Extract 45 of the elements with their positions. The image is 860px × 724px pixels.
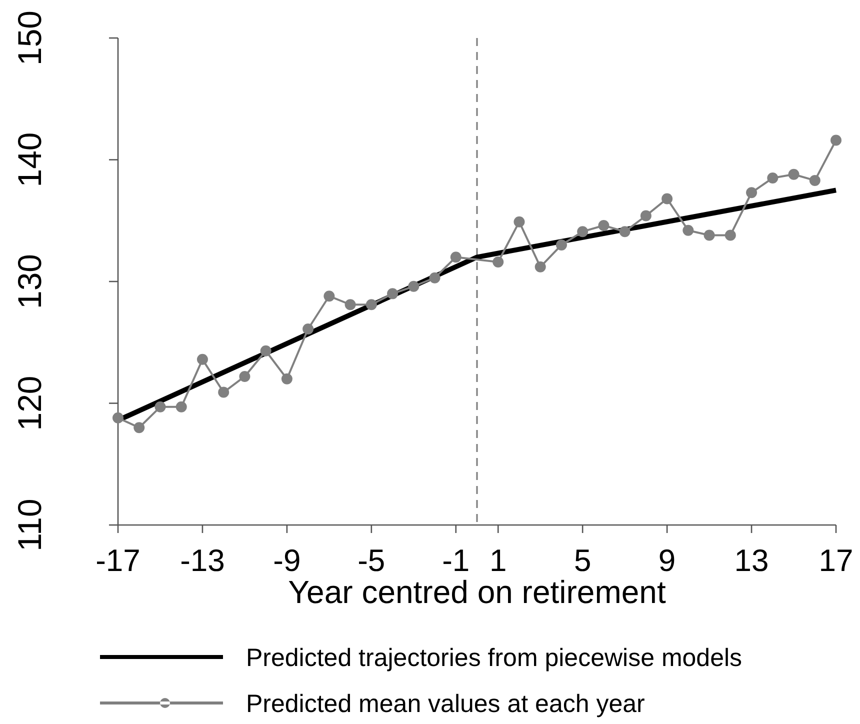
legend-label: Predicted trajectories from piecewise models (246, 644, 742, 672)
point (387, 288, 398, 300)
point (429, 272, 440, 284)
point (640, 210, 652, 222)
point (176, 401, 187, 412)
x-tick-label: -13 (180, 543, 225, 578)
point (239, 370, 250, 382)
point (281, 373, 292, 384)
point (619, 226, 630, 238)
point (598, 220, 610, 231)
legend-label: Predicted mean values at each year (246, 690, 645, 718)
y-tick-label: 140 (11, 132, 48, 188)
point (514, 216, 525, 228)
point (408, 280, 420, 292)
y-tick-label: 110 (11, 498, 48, 552)
point (196, 354, 208, 365)
point (302, 323, 314, 334)
point (218, 386, 230, 398)
point (788, 168, 800, 180)
x-tick-label: 17 (818, 543, 854, 578)
point (366, 299, 377, 310)
point (344, 299, 356, 310)
point (704, 230, 715, 241)
point (577, 226, 588, 238)
point (260, 345, 272, 356)
point (746, 187, 758, 198)
point (324, 290, 335, 302)
point (134, 422, 145, 434)
point (450, 252, 462, 263)
y-tick-label: 130 (11, 254, 48, 310)
point (492, 256, 504, 268)
x-tick-label: 13 (734, 543, 769, 578)
point (154, 401, 166, 412)
point (662, 193, 673, 204)
x-tick-label: -17 (96, 543, 140, 578)
point (112, 412, 124, 424)
y-tick-label: 120 (11, 376, 48, 431)
point (767, 172, 778, 184)
point (809, 174, 820, 186)
point (724, 230, 736, 241)
point (682, 224, 694, 236)
point (830, 134, 842, 146)
point (556, 239, 567, 250)
y-tick-label: 150 (11, 10, 48, 66)
point (534, 261, 546, 272)
